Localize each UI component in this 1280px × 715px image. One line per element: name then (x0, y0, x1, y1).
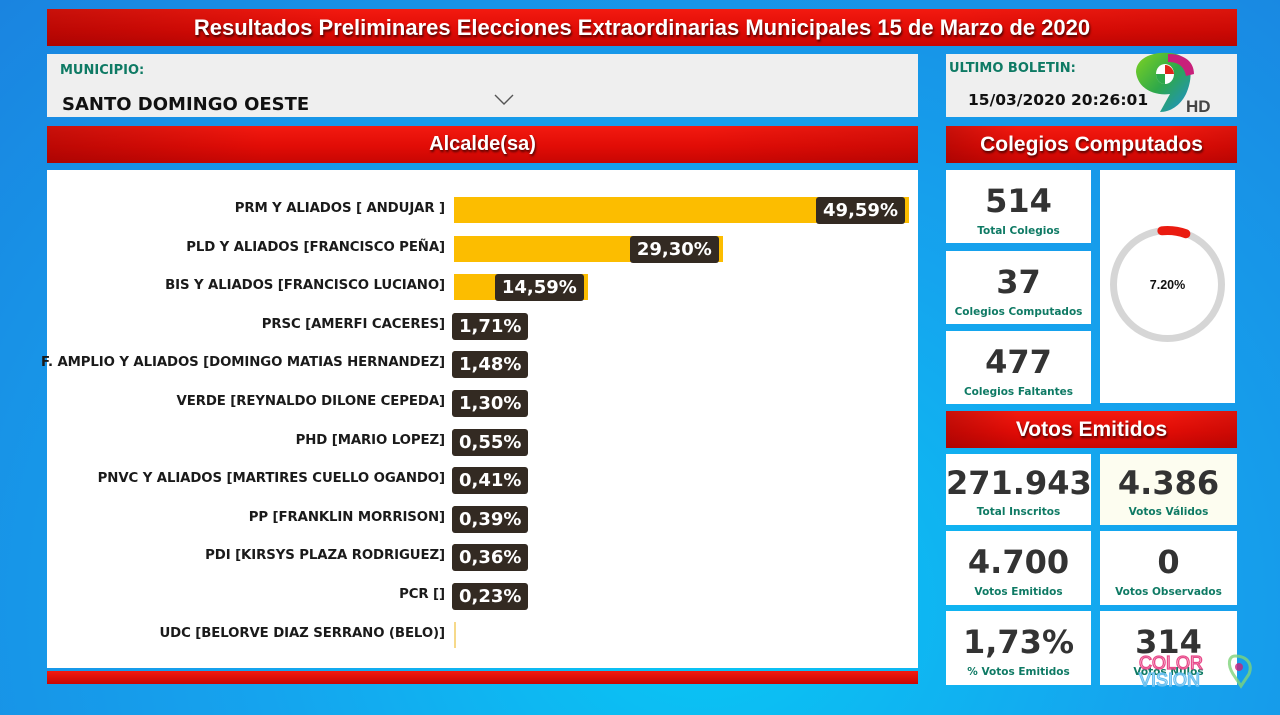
stat-label: Colegios Faltantes (963, 386, 1074, 398)
chart-section-title: Alcalde(sa) (429, 133, 536, 155)
bar-category-label: PRSC [AMERFI CACERES] (261, 316, 445, 332)
municipio-dropdown[interactable]: SANTO DOMINGO OESTE (47, 84, 918, 117)
svg-text:VISION: VISION (1139, 670, 1200, 690)
progress-ring-chart (1109, 226, 1226, 343)
bar-chart-panel: PRM Y ALIADOS [ ANDUJAR ] 49,59% PLD Y ALI… (41, 170, 918, 668)
channel-9-logo-icon: HD (1136, 52, 1211, 116)
stat-card-votos-emitidos: 4.700 Votos Emitidos (946, 531, 1091, 605)
stat-value: 4.700 (967, 543, 1070, 581)
bar-value-label: 0,36% (452, 544, 529, 572)
bar-row[interactable]: UDC [BELORVE DIAZ SERRANO (BELO)] (47, 621, 918, 650)
bar-row[interactable]: F. AMPLIO Y ALIADOS [DOMINGO MATIAS HERN… (41, 351, 918, 379)
bar-row[interactable]: PP [FRANKLIN MORRISON] 0,39% (47, 505, 918, 534)
gauge-percent-text: 7.20% (1149, 278, 1186, 292)
bar-value-label: 0,39% (452, 505, 529, 533)
stat-label: Votos Nulos (1133, 666, 1204, 678)
colegios-banner: Colegios Computados (946, 126, 1237, 163)
stat-value: 477 (985, 343, 1052, 381)
municipio-panel: MUNICIPIO: SANTO DOMINGO OESTE (47, 54, 918, 117)
stat-label: Votos Observados (1115, 586, 1222, 598)
bar-row[interactable]: PNVC Y ALIADOS [MARTIRES CUELLO OGANDO] 0… (47, 467, 918, 495)
bar-category-label: PCR [] (399, 587, 445, 602)
stat-value: 0 (1157, 543, 1180, 581)
votos-title: Votos Emitidos (1015, 417, 1168, 441)
chart-section-banner: Alcalde(sa) (47, 126, 918, 163)
svg-text:COLOR: COLOR (1139, 653, 1203, 673)
bar-row[interactable]: PHD [MARIO LOPEZ] 0,55% (47, 428, 918, 457)
bar-row[interactable]: PDI [KIRSYS PLAZA RODRIGUEZ] 0,36% (47, 544, 918, 572)
stat-card-total-colegios: 514 Total Colegios (946, 170, 1091, 243)
colorvision-watermark-logo-icon: COLOR VISION (1138, 652, 1252, 690)
chevron-down-icon[interactable] (494, 94, 514, 106)
bar-category-label: PP [FRANKLIN MORRISON] (248, 509, 445, 525)
bar-category-label: PRM Y ALIADOS [ ANDUJAR ] (234, 201, 445, 216)
bar-category-label: PNVC Y ALIADOS [MARTIRES CUELLO OGANDO] (97, 471, 445, 487)
bar-value-label: 14,59% (494, 274, 584, 302)
bar-category-label: PHD [MARIO LOPEZ] (295, 432, 446, 448)
stat-card-colegios-faltantes: 477 Colegios Faltantes (946, 331, 1091, 404)
stat-card-votos-validos: 4.386 Votos Válidos (1100, 454, 1237, 525)
stat-value: 37 (996, 263, 1041, 301)
stat-label: Votos Emitidos (974, 586, 1063, 598)
bar-value-label: 49,59% (816, 197, 905, 224)
bar-value-label: 29,30% (629, 235, 719, 263)
page-title-banner: Resultados Preliminares Elecciones Extra… (47, 9, 1237, 46)
boletin-timestamp: 15/03/2020 20:26:01 (968, 91, 1149, 109)
stat-label: Colegios Computados (954, 306, 1083, 318)
bar-value-label: 1,71% (452, 312, 529, 340)
municipio-selected-value: SANTO DOMINGO OESTE (62, 94, 310, 115)
bar-category-label: PDI [KIRSYS PLAZA RODRIGUEZ] (205, 548, 445, 564)
bar[interactable] (454, 621, 456, 648)
bar-row[interactable]: VERDE [REYNALDO DILONE CEPEDA] 1,30% (47, 390, 918, 418)
chart-bottom-bar (47, 671, 918, 684)
stat-value: 1,73% (962, 623, 1074, 661)
municipio-label: MUNICIPIO: (60, 63, 145, 78)
boletin-label: ULTIMO BOLETIN: (949, 61, 1076, 76)
bar-row[interactable]: PRM Y ALIADOS [ ANDUJAR ] 49,59% (47, 197, 918, 225)
colegios-title: Colegios Computados (980, 132, 1203, 156)
votos-banner: Votos Emitidos (946, 411, 1237, 448)
stat-card-votos-nulos: 314 Votos Nulos (1100, 611, 1237, 685)
bar-value-label: 1,48% (452, 351, 529, 379)
stat-label: % Votos Emitidos (967, 666, 1070, 678)
stat-card-colegios-computados: 37 Colegios Computados (946, 251, 1091, 324)
stat-card-total-inscritos: 271.943 Total Inscritos (946, 454, 1092, 525)
stat-value: 514 (985, 182, 1052, 220)
bar-category-label: F. AMPLIO Y ALIADOS [DOMINGO MATIAS HERN… (40, 355, 445, 371)
bar-value-label: 0,55% (452, 428, 529, 456)
stat-card-votos-observados: 0 Votos Observados (1100, 531, 1237, 605)
stat-value: 271.943 (946, 464, 1092, 502)
bar-row[interactable]: BIS Y ALIADOS [FRANCISCO LUCIANO] 14,59% (47, 274, 918, 302)
bar-row[interactable]: PCR [] 0,23% (47, 583, 918, 611)
bar-category-label: VERDE [REYNALDO DILONE CEPEDA] (176, 394, 446, 409)
bar-value-label: 0,23% (452, 583, 529, 610)
bar-row[interactable]: PRSC [AMERFI CACERES] 1,71% (47, 312, 918, 341)
bar-category-label: BIS Y ALIADOS [FRANCISCO LUCIANO] (165, 278, 445, 294)
bar-category-label: UDC [BELORVE DIAZ SERRANO (BELO)] (159, 625, 445, 641)
stat-value: 4.386 (1117, 464, 1220, 502)
bar-value-label: 1,30% (452, 390, 529, 417)
stat-label: Total Inscritos (976, 506, 1061, 518)
stat-label: Total Colegios (977, 225, 1060, 237)
bar-value-label: 0,41% (452, 467, 529, 495)
stat-card-pct-votos-emitidos: 1,73% % Votos Emitidos (946, 611, 1091, 685)
page-title: Resultados Preliminares Elecciones Extra… (193, 14, 1091, 40)
bar-category-label: PLD Y ALIADOS [FRANCISCO PEÑA] (186, 239, 445, 255)
svg-text:HD: HD (1186, 97, 1211, 116)
stat-value: 314 (1135, 623, 1202, 661)
stat-label: Votos Válidos (1128, 506, 1209, 518)
bar-row[interactable]: PLD Y ALIADOS [FRANCISCO PEÑA] 29,30% (47, 235, 918, 264)
gauge-card: 7.20% (1100, 170, 1235, 403)
